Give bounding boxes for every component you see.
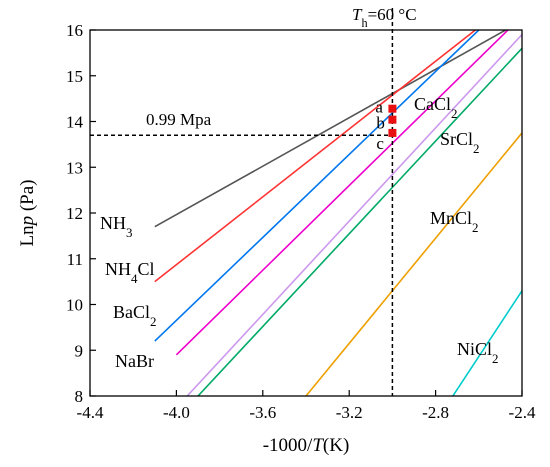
series-label-mncl2: MnCl2 <box>430 208 479 235</box>
point-label-a: a <box>375 98 383 117</box>
y-tick-label: 11 <box>67 250 83 269</box>
y-tick-label: 13 <box>66 158 83 177</box>
series-label-bacl2: BaCl2 <box>113 302 157 329</box>
series-line-nicl2 <box>452 290 522 396</box>
point-c <box>388 128 397 137</box>
series-line-nh3 <box>154 30 508 228</box>
x-tick-label: -3.6 <box>249 403 276 422</box>
point-label-c: c <box>376 134 384 153</box>
point-a <box>388 104 397 113</box>
y-tick-label: 12 <box>66 204 83 223</box>
x-tick-label: -2.4 <box>509 403 536 422</box>
x-tick-label: -2.8 <box>422 403 449 422</box>
point-label-b: b <box>376 114 385 133</box>
x-axis-title: -1000/T(K) <box>263 435 350 456</box>
state-points <box>388 104 397 137</box>
series-label-cacl2: CaCl2 <box>414 94 458 121</box>
series-label-nicl2: NiCl2 <box>457 339 499 366</box>
y-tick-label: 9 <box>75 341 84 360</box>
series-label-nh4cl: NH4Cl <box>105 259 155 286</box>
x-tick-label: -4.0 <box>163 403 190 422</box>
x-tick-label: -4.4 <box>77 403 104 422</box>
y-tick-label: 10 <box>66 296 83 315</box>
series-line-bacl2 <box>154 30 480 342</box>
y-tick-label: 8 <box>75 387 84 406</box>
y-tick-label: 14 <box>66 113 84 132</box>
series-line-nh4cl <box>154 30 477 283</box>
series-label-srcl2: SrCl2 <box>440 129 480 156</box>
vline-label: Th=60 °C <box>352 5 417 30</box>
reference-lines <box>90 8 394 396</box>
y-tick-label: 16 <box>66 21 83 40</box>
series-layer <box>154 30 522 396</box>
series-line-nabr <box>186 34 522 396</box>
hline-label: 0.99 Mpa <box>146 110 212 129</box>
series-line-srcl2 <box>197 47 522 396</box>
axis-ticks <box>89 29 523 397</box>
y-tick-label: 15 <box>66 67 83 86</box>
y-axis-title: Lnp (Pa) <box>17 179 38 246</box>
text-labels: abc -4.4 -4.0 -3.6 -3.2 -2.8 -2.4 8 9 10 11 12 13 14 1… <box>17 5 536 456</box>
series-label-nabr: NaBr <box>115 351 154 371</box>
point-b <box>388 115 397 124</box>
x-tick-label: -3.2 <box>336 403 363 422</box>
series-label-nh3: NH3 <box>100 213 132 240</box>
series-line-mncl2 <box>305 132 522 396</box>
series-line-cacl2 <box>175 30 510 356</box>
